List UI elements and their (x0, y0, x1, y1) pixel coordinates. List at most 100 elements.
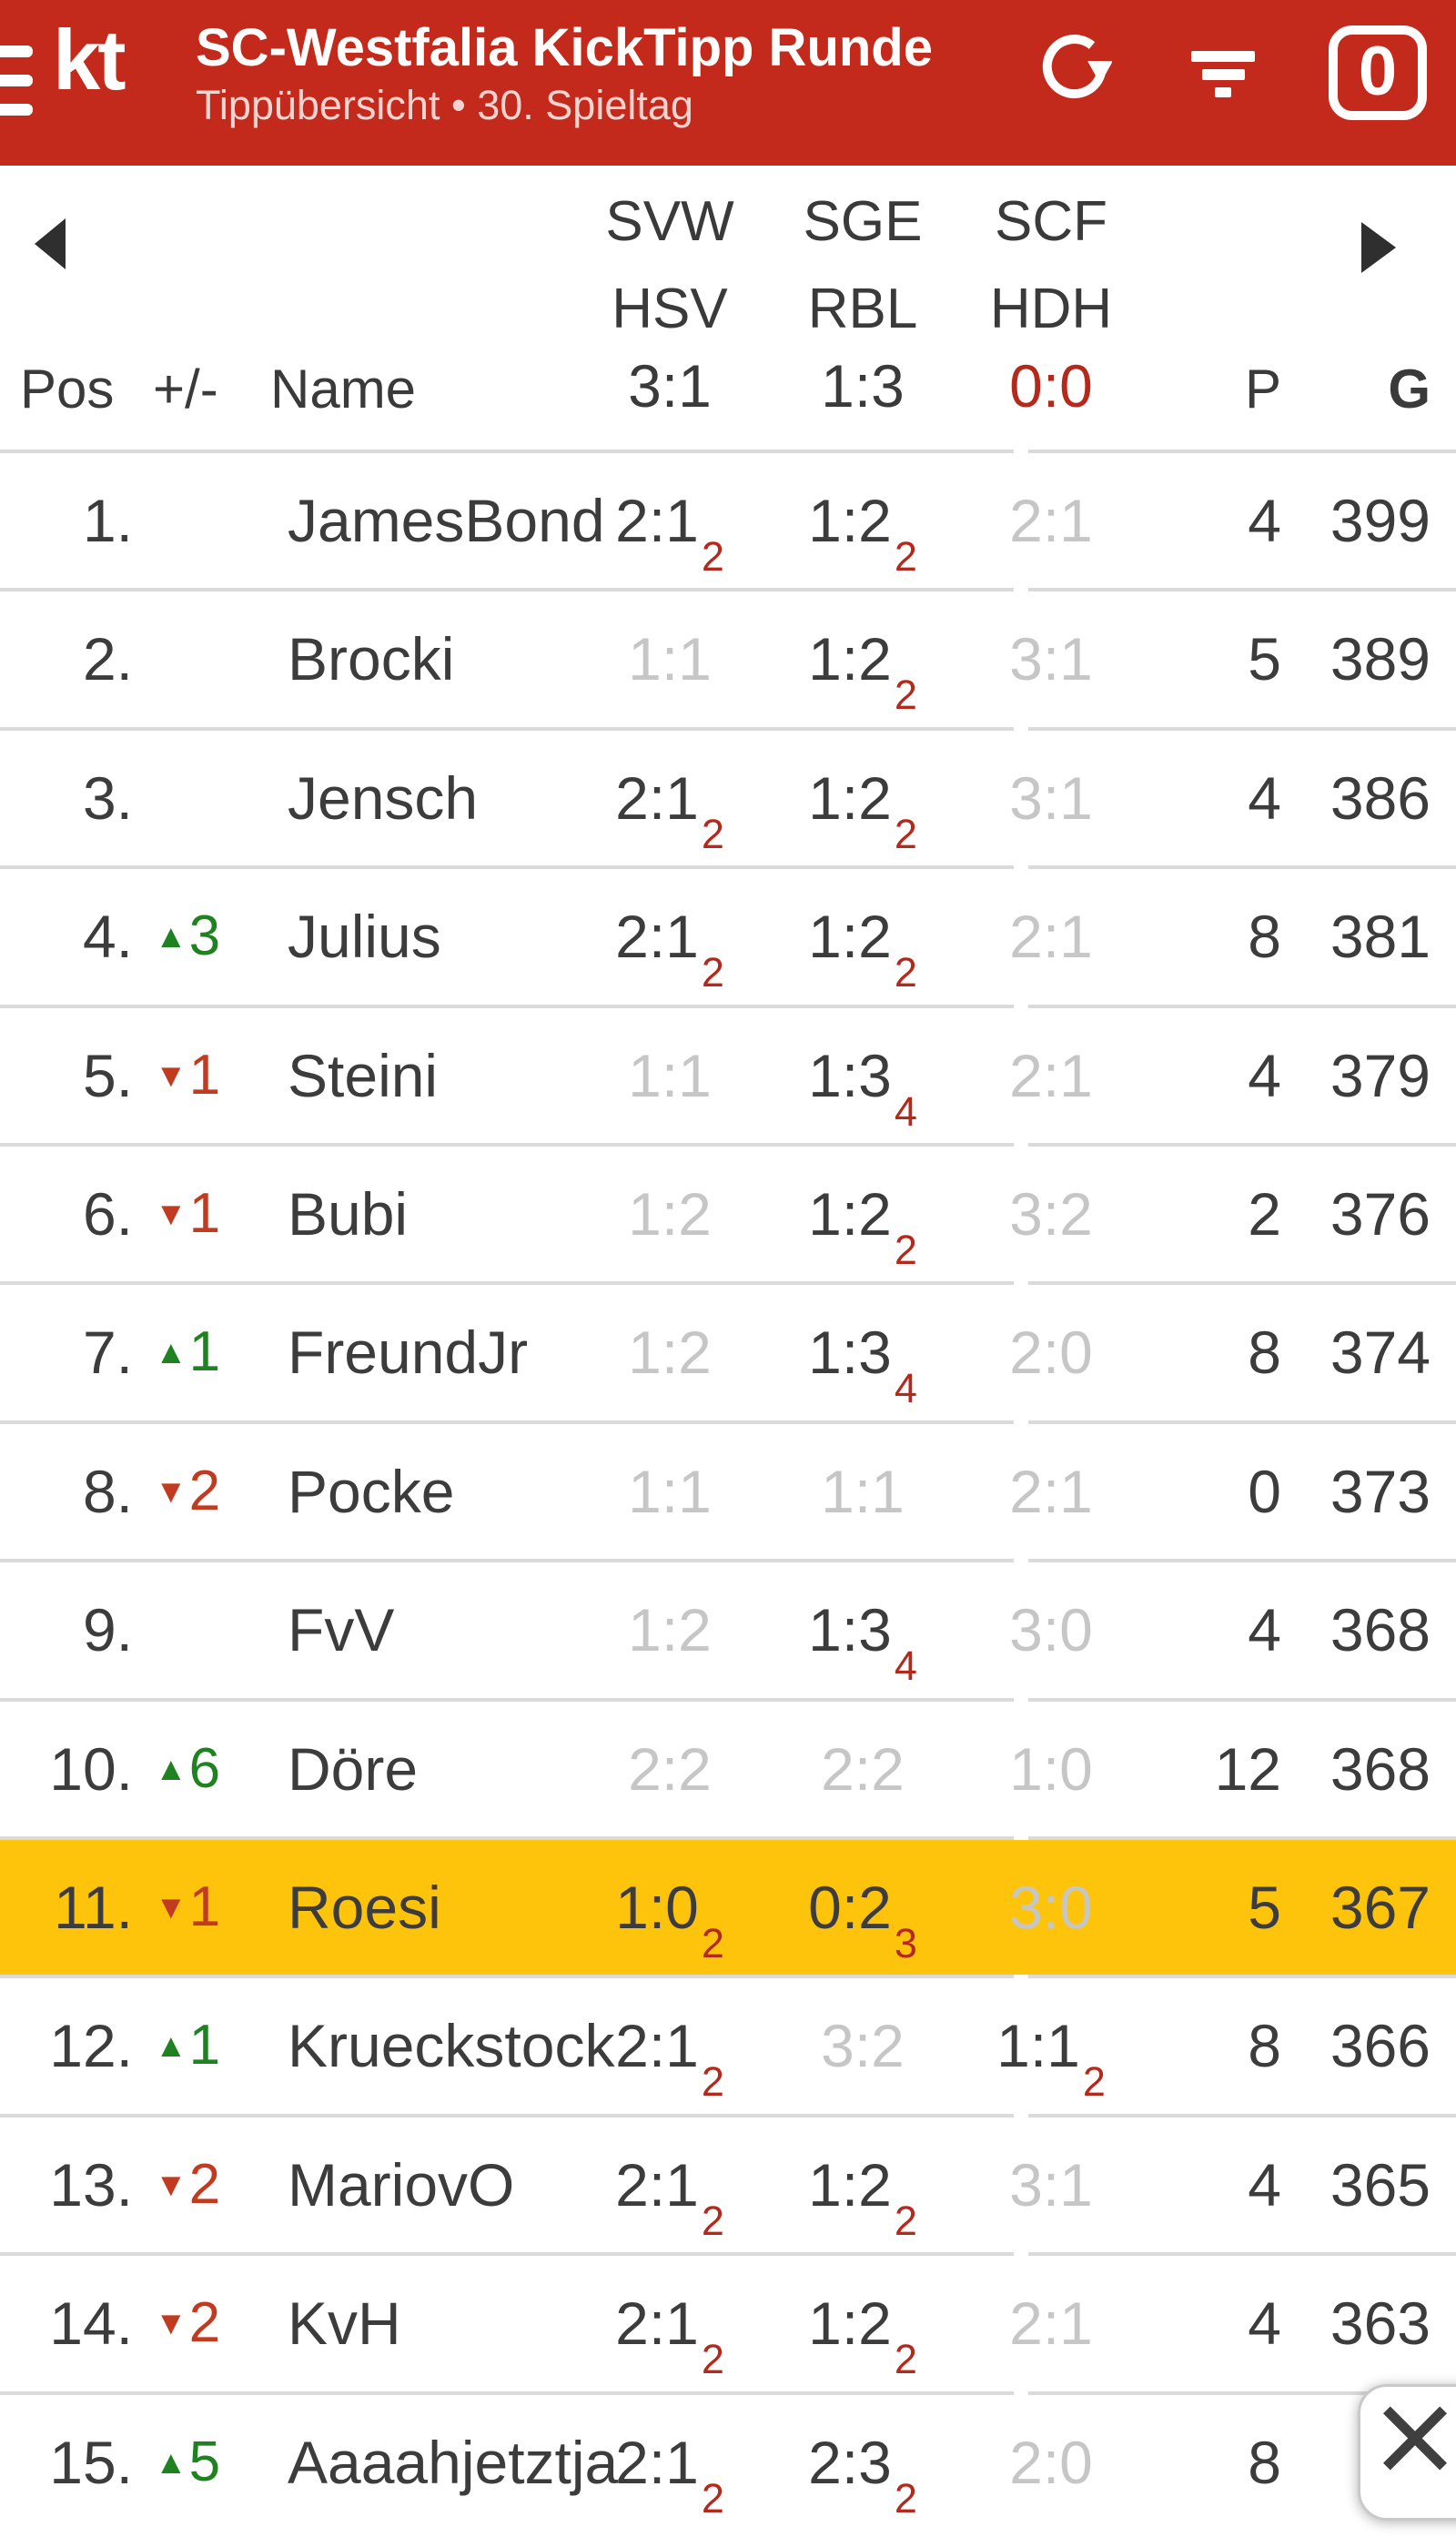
prediction-match-2: 3:2 (821, 2012, 905, 2079)
row-divider (0, 1143, 1456, 1147)
rank-change-down: ▼1 (155, 1875, 221, 1938)
prediction-points: 2 (701, 2198, 724, 2244)
matchday-points: 0 (1248, 1458, 1281, 1525)
match-3-away-team: HDH (989, 278, 1113, 340)
up-triangle-icon: ▲ (155, 1333, 187, 1370)
prediction-match-1: 2:2 (628, 1735, 712, 1803)
rank-change-down: ▼1 (155, 1182, 221, 1245)
match-3-home-team: SCF (995, 190, 1107, 253)
prediction-match-3: 2:1 (1009, 2289, 1093, 2357)
table-row-Brocki[interactable]: 2. Brocki 1:1 1:22 3:1 5 389 (0, 591, 1456, 726)
kicktipp-logo[interactable]: kt (53, 12, 126, 107)
table-row-KvH[interactable]: 14. ▼2 KvH 2:12 1:22 2:1 4 363 (0, 2256, 1456, 2390)
down-triangle-icon: ▼ (155, 1195, 187, 1232)
rank-change-up: ▲1 (155, 2014, 221, 2077)
total-points: 366 (1330, 2012, 1431, 2079)
prediction-match-2: 0:23 (808, 1874, 917, 1966)
prediction-points: 2 (701, 949, 724, 996)
filter-icon[interactable] (1190, 51, 1256, 106)
page-subtitle: Tippübersicht • 30. Spieltag (196, 82, 693, 128)
matchday-points: 4 (1248, 487, 1281, 554)
rank-change-down: ▼2 (155, 1460, 221, 1522)
prediction-match-1: 2:12 (615, 903, 724, 996)
total-points: 381 (1330, 903, 1431, 970)
prediction-points: 2 (1082, 2058, 1106, 2105)
row-divider (0, 2114, 1456, 2118)
table-row-Roesi[interactable]: 11. ▼1 Roesi 1:02 0:23 3:0 5 367 (0, 1840, 1456, 1975)
prediction-match-1: 2:12 (615, 2012, 724, 2105)
prediction-match-1: 2:12 (615, 2151, 724, 2244)
match-1-result: 3:1 (628, 352, 712, 419)
position: 13. (49, 2151, 133, 2219)
table-row-Krueckstock[interactable]: 12. ▲1 Krueckstock 2:12 3:2 1:12 8 366 (0, 1978, 1456, 2113)
total-points: 363 (1330, 2289, 1431, 2357)
prediction-match-2: 1:22 (808, 903, 917, 996)
total-points: 368 (1330, 1735, 1431, 1803)
table-row-Aaaahjetztja[interactable]: 15. ▲5 Aaaahjetztja 2:12 2:32 2:0 8 (0, 2395, 1456, 2530)
prediction-match-1: 1:1 (628, 625, 712, 692)
matchday-points: 2 (1248, 1180, 1281, 1248)
position: 5. (82, 1042, 133, 1109)
prediction-points: 2 (894, 2198, 917, 2244)
match-2-home-team: SGE (803, 190, 923, 253)
table-row-JamesBond[interactable]: 1. JamesBond 2:12 1:22 2:1 4 399 (0, 453, 1456, 588)
prediction-points: 2 (894, 811, 917, 857)
position: 2. (82, 625, 133, 692)
row-divider (0, 588, 1456, 591)
matchday-points: 8 (1248, 2012, 1281, 2079)
prediction-match-1: 2:12 (615, 487, 724, 580)
down-triangle-icon: ▼ (155, 2166, 187, 2203)
refresh-icon[interactable] (1036, 33, 1113, 109)
prediction-match-2: 1:22 (808, 1180, 917, 1273)
rank-change-down: ▼1 (155, 1044, 221, 1107)
total-points: 368 (1330, 1596, 1431, 1663)
prediction-match-2: 1:22 (808, 625, 917, 718)
close-button[interactable] (1358, 2384, 1456, 2521)
prediction-match-3: 3:1 (1009, 625, 1093, 692)
position: 15. (49, 2429, 133, 2496)
prediction-points: 2 (701, 2336, 724, 2382)
prediction-match-2: 1:22 (808, 764, 917, 857)
prev-matchday-arrow[interactable] (35, 218, 66, 269)
up-triangle-icon: ▲ (155, 1750, 187, 1787)
table-row-Steini[interactable]: 5. ▼1 Steini 1:1 1:34 2:1 4 379 (0, 1008, 1456, 1143)
table-row-Pocke[interactable]: 8. ▼2 Pocke 1:1 1:1 2:1 0 373 (0, 1424, 1456, 1559)
column-header-pos: Pos (20, 359, 115, 419)
table-row-Döre[interactable]: 10. ▲6 Döre 2:2 2:2 1:0 12 368 (0, 1702, 1456, 1836)
match-3-result: 0:0 (1009, 352, 1093, 419)
row-divider (0, 1698, 1456, 1702)
menu-icon[interactable] (0, 45, 33, 118)
prediction-match-3: 2:1 (1009, 487, 1093, 554)
prediction-match-3: 2:1 (1009, 903, 1093, 970)
player-name: Jensch (288, 764, 479, 832)
matchday-points: 4 (1248, 1042, 1281, 1109)
table-row-FreundJr[interactable]: 7. ▲1 FreundJr 1:2 1:34 2:0 8 374 (0, 1285, 1456, 1420)
prediction-match-1: 1:02 (615, 1874, 724, 1966)
prediction-points: 2 (894, 672, 917, 718)
matchday-points: 8 (1248, 903, 1281, 970)
prediction-points: 2 (894, 2336, 917, 2382)
player-name: Döre (288, 1735, 419, 1803)
matchday-points: 4 (1248, 2151, 1281, 2219)
table-row-Julius[interactable]: 4. ▲3 Julius 2:12 1:22 2:1 8 381 (0, 869, 1456, 1004)
total-points: 386 (1330, 764, 1431, 832)
matchday-points: 8 (1248, 2429, 1281, 2496)
next-matchday-arrow[interactable] (1361, 222, 1396, 273)
row-divider (0, 1975, 1456, 1978)
column-header-points: P (1244, 359, 1281, 419)
down-triangle-icon: ▼ (155, 2304, 187, 2341)
row-divider (0, 1005, 1456, 1008)
rank-change-up: ▲5 (155, 2431, 221, 2493)
position: 12. (49, 2012, 133, 2079)
row-divider (0, 1420, 1456, 1424)
player-name: JamesBond (288, 487, 605, 554)
prediction-match-2: 2:2 (821, 1735, 905, 1803)
match-2-result: 1:3 (821, 352, 905, 419)
notification-badge[interactable]: 0 (1329, 25, 1427, 120)
prediction-match-2: 1:34 (808, 1319, 917, 1411)
total-points: 374 (1330, 1319, 1431, 1386)
table-row-Jensch[interactable]: 3. Jensch 2:12 1:22 3:1 4 386 (0, 731, 1456, 865)
table-row-FvV[interactable]: 9. FvV 1:2 1:34 3:0 4 368 (0, 1562, 1456, 1697)
table-row-MariovO[interactable]: 13. ▼2 MariovO 2:12 1:22 3:1 4 365 (0, 2118, 1456, 2252)
table-row-Bubi[interactable]: 6. ▼1 Bubi 1:2 1:22 3:2 2 376 (0, 1147, 1456, 1281)
